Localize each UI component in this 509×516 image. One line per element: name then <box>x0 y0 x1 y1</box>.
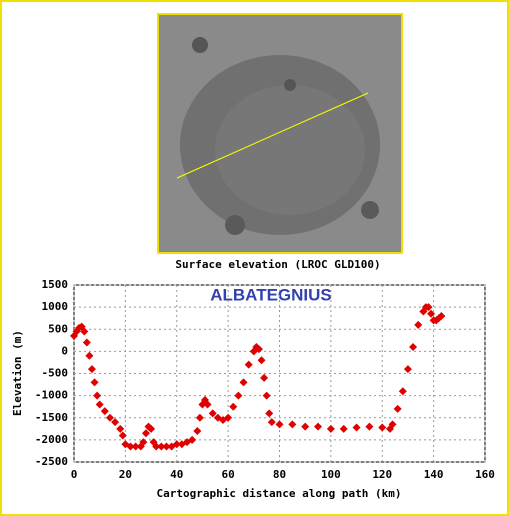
marker <box>224 413 233 422</box>
marker <box>82 338 91 347</box>
marker <box>339 424 348 433</box>
marker <box>105 413 114 422</box>
marker <box>188 435 197 444</box>
y-tick-label: 0 <box>61 344 68 357</box>
marker <box>95 400 104 409</box>
marker <box>208 409 217 418</box>
marker <box>378 423 387 432</box>
marker <box>314 422 323 431</box>
marker <box>90 378 99 387</box>
chart-title: ALBATEGNIUS <box>210 285 332 304</box>
marker <box>262 391 271 400</box>
marker <box>260 373 269 382</box>
y-tick-label: -2500 <box>35 455 68 468</box>
marker <box>118 431 127 440</box>
marker <box>265 409 274 418</box>
lunar-image <box>157 13 403 254</box>
marker <box>275 420 284 429</box>
marker <box>352 423 361 432</box>
marker <box>126 442 135 451</box>
marker <box>157 442 166 451</box>
marker <box>427 309 436 318</box>
marker <box>111 418 120 427</box>
x-axis-label: Cartographic distance along path (km) <box>156 487 401 500</box>
marker <box>172 440 181 449</box>
marker <box>437 311 446 320</box>
marker <box>257 356 266 365</box>
marker <box>409 342 418 351</box>
x-tick-label: 120 <box>372 468 392 481</box>
marker <box>301 422 310 431</box>
marker <box>80 327 89 336</box>
marker <box>141 429 150 438</box>
image-caption: Surface elevation (LROC GLD100) <box>175 258 380 271</box>
marker <box>393 404 402 413</box>
y-tick-label: -2000 <box>35 433 68 446</box>
marker <box>131 442 140 451</box>
y-tick-label: -1000 <box>35 389 68 402</box>
y-tick-label: -1500 <box>35 411 68 424</box>
x-tick-label: 20 <box>119 468 132 481</box>
marker <box>193 427 202 436</box>
marker <box>85 351 94 360</box>
marker <box>87 365 96 374</box>
x-tick-label: 40 <box>170 468 183 481</box>
marker <box>139 438 148 447</box>
marker <box>414 320 423 329</box>
x-tick-label: 60 <box>222 468 235 481</box>
y-tick-label: 1500 <box>42 278 69 291</box>
marker <box>93 391 102 400</box>
marker <box>288 420 297 429</box>
marker <box>100 407 109 416</box>
marker <box>326 424 335 433</box>
x-tick-label: 140 <box>424 468 444 481</box>
marker <box>152 442 161 451</box>
marker <box>365 422 374 431</box>
x-tick-label: 0 <box>71 468 78 481</box>
y-axis-label: Elevation (m) <box>11 330 24 416</box>
marker <box>424 303 433 312</box>
marker <box>116 424 125 433</box>
marker <box>244 360 253 369</box>
marker <box>403 365 412 374</box>
marker <box>195 413 204 422</box>
marker <box>234 391 243 400</box>
x-tick-label: 160 <box>475 468 495 481</box>
y-tick-label: 500 <box>48 322 68 335</box>
marker <box>398 387 407 396</box>
marker <box>267 418 276 427</box>
marker <box>162 442 171 451</box>
x-tick-label: 80 <box>273 468 286 481</box>
y-tick-label: -500 <box>42 367 69 380</box>
marker <box>239 378 248 387</box>
marker <box>254 345 263 354</box>
marker <box>203 400 212 409</box>
marker <box>388 420 397 429</box>
y-tick-label: 1000 <box>42 300 69 313</box>
marker <box>229 402 238 411</box>
x-tick-label: 100 <box>321 468 341 481</box>
marker <box>147 424 156 433</box>
